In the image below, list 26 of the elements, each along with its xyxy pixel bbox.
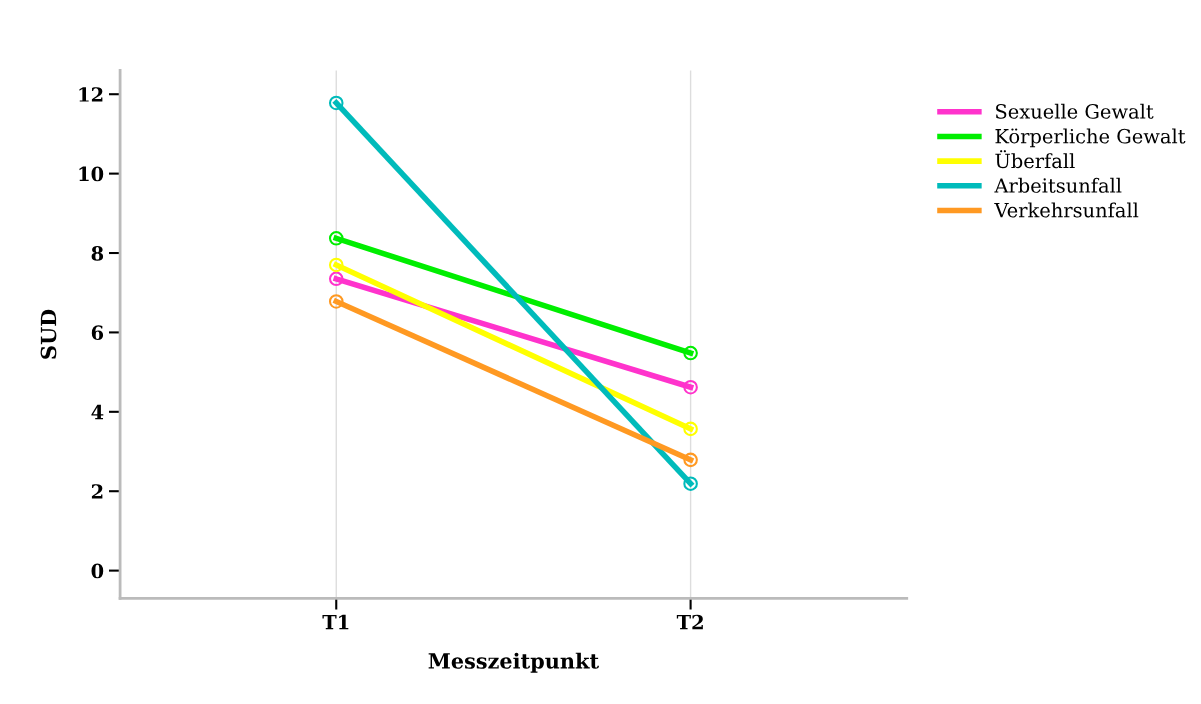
x-tick-label: T2 bbox=[676, 614, 703, 630]
point bbox=[328, 294, 344, 309]
y-tick-label: 2 bbox=[91, 484, 103, 499]
y-tick-label: 4 bbox=[91, 404, 104, 420]
point bbox=[328, 95, 344, 111]
y-tick-label: 6 bbox=[91, 325, 104, 341]
x-axis-title: Messzeitpunkt bbox=[428, 652, 599, 673]
point bbox=[328, 257, 344, 273]
legend-label: Arbeitsunfall bbox=[994, 177, 1122, 193]
legend-label: Sexuelle Gewalt bbox=[996, 103, 1154, 119]
point bbox=[683, 452, 698, 468]
y-tick-label: 0 bbox=[91, 563, 104, 579]
point bbox=[683, 379, 698, 395]
point bbox=[683, 476, 698, 491]
y-tick-label: 12 bbox=[79, 87, 103, 102]
y-axis-title: SUD bbox=[40, 309, 57, 359]
legend-label: Körperliche Gewalt bbox=[995, 128, 1186, 148]
point bbox=[328, 271, 344, 287]
point bbox=[683, 345, 698, 361]
x-tick-label: T1 bbox=[322, 614, 349, 630]
legend-label: Überfall bbox=[995, 150, 1075, 169]
y-tick-label: 10 bbox=[79, 166, 104, 182]
point bbox=[683, 421, 698, 437]
legend-label: Verkehrsunfall bbox=[994, 202, 1139, 218]
point bbox=[328, 231, 344, 246]
y-tick-label: 8 bbox=[91, 245, 104, 261]
